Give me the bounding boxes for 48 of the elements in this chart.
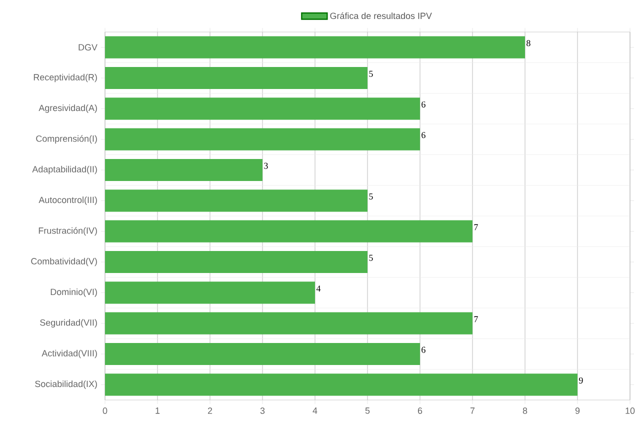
data-label: 8 [526,40,530,46]
x-tick-label: 8 [522,408,528,414]
x-tick-label: 4 [312,408,318,414]
y-tick-label: Frustración(IV) [38,227,97,236]
data-label: 9 [578,377,583,384]
x-tick-label: 7 [470,408,475,414]
x-tick-label: 6 [418,408,422,414]
bar [105,190,368,212]
y-tick-label: Dominio(VI) [50,288,97,297]
bar [105,312,473,334]
y-tick-label: Sociabilidad(IX) [35,380,97,389]
y-tick-label: Adaptabilidad(II) [32,166,97,174]
data-label: 5 [369,254,373,261]
y-tick-label: Receptividad(R) [34,74,97,82]
bar [105,98,420,120]
bar [105,342,420,366]
bar [105,374,578,396]
x-tick-label: 10 [626,408,635,414]
y-tick-label: DGV [78,44,98,51]
bar [105,66,368,90]
data-label: 4 [316,286,321,292]
bar [105,36,526,58]
x-tick-label: 1 [156,408,160,414]
data-label: 6 [422,132,426,138]
x-tick-label: 5 [365,408,370,414]
legend-label: Gráfica de resultados IPV [330,12,432,20]
data-label: 3 [264,162,268,169]
x-tick-label: 0 [102,408,108,414]
data-label: 6 [422,346,426,353]
data-label: 5 [369,70,373,77]
y-tick-label: Comprensión(I) [36,135,97,144]
y-tick-label: Agresividad(A) [38,104,97,113]
bar [105,158,263,182]
y-tick-label: Combatividad(V) [31,258,97,266]
x-tick-label: 3 [260,408,265,414]
data-label: 5 [369,194,373,200]
y-tick-label: Actividad(VIII) [42,350,97,358]
data-label: 7 [474,316,478,322]
y-tick-label: Seguridad(VII) [40,319,97,328]
data-label: 7 [474,224,478,230]
bar [105,128,420,150]
y-tick-label: Autocontrol(III) [38,196,97,205]
bar [105,250,368,274]
x-tick-label: 2 [208,408,212,414]
bar [105,282,316,304]
x-tick-label: 9 [575,408,580,414]
data-label: 6 [422,101,426,108]
bar [105,220,473,242]
